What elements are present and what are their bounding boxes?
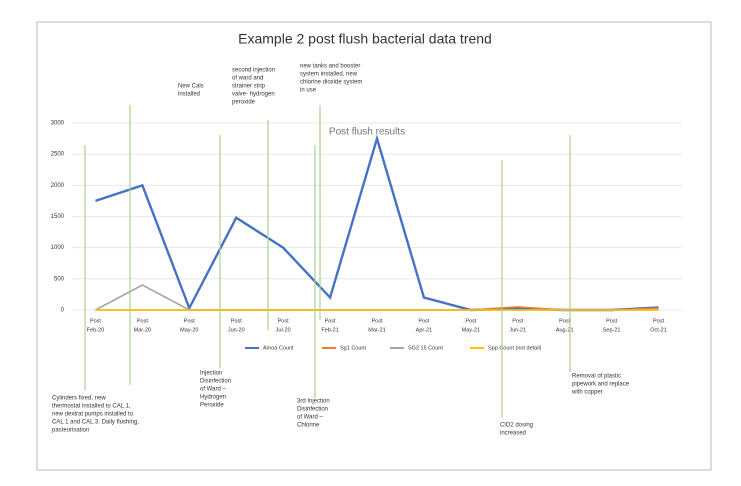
legend-label: Amoa Count: [263, 345, 294, 351]
annotation-text: valve- hydrogen: [232, 92, 275, 98]
y-tick-label: 3000: [51, 121, 65, 127]
legend-label: SG2 15 Count: [408, 345, 443, 351]
annotation-text: pasteurisation: [52, 428, 89, 434]
annotation-text: of Ward –: [200, 387, 226, 393]
annotation-text: Injection: [200, 371, 222, 377]
annotation-text: of ward and: [232, 76, 263, 82]
x-tick-label: Post: [278, 318, 289, 324]
legend-label: Spp Count (not detail): [488, 345, 542, 351]
x-tick-label: Post: [231, 318, 242, 324]
x-tick-label: Post: [465, 318, 476, 324]
x-tick-label: Post: [371, 318, 382, 324]
annotation-text: new tanks and booster: [300, 64, 360, 70]
x-tick-label: Feb-20: [87, 327, 104, 333]
x-tick-label: Post: [418, 318, 429, 324]
chart-title: Example 2 post flush bacterial data tren…: [238, 31, 492, 47]
y-tick-label: 2500: [51, 152, 65, 158]
y-tick-label: 500: [54, 276, 65, 282]
x-tick-label: Sep-21: [603, 327, 621, 333]
x-tick-label: Mar-21: [368, 327, 385, 333]
chart-subtitle: Post flush results: [329, 127, 405, 138]
legend-label: Sg1 Count: [340, 345, 366, 351]
annotation-text: Removal of plastic: [572, 374, 621, 380]
annotation-text: second injection: [232, 68, 275, 74]
x-tick-label: Post: [137, 318, 148, 324]
annotation-text: peroxide: [232, 100, 256, 106]
x-tick-label: Jun-21: [509, 327, 526, 333]
x-tick-label: Post: [90, 318, 101, 324]
annotation-text: 3rd Injection: [297, 399, 330, 405]
annotation-text: of Ward –: [297, 415, 323, 421]
annotation-text: strainer strip: [232, 84, 266, 90]
x-tick-label: Oct-21: [650, 327, 667, 333]
x-tick-label: Post: [325, 318, 336, 324]
x-tick-label: Apr-21: [416, 327, 433, 333]
annotation-text: chlorine dioxide system: [300, 80, 362, 86]
x-tick-label: Post: [559, 318, 570, 324]
x-tick-label: Post: [606, 318, 617, 324]
annotation-text: Disinfection: [297, 407, 328, 413]
x-tick-label: Post: [653, 318, 664, 324]
y-tick-label: 2000: [51, 183, 65, 189]
annotation-text: increased: [500, 431, 526, 437]
x-tick-label: Feb-21: [321, 327, 338, 333]
annotation-text: Chlorine: [297, 423, 320, 429]
y-tick-label: 1500: [51, 214, 65, 220]
x-tick-label: Post: [184, 318, 195, 324]
x-tick-label: Jun-20: [228, 327, 245, 333]
x-tick-label: Post: [512, 318, 523, 324]
annotation-text: Peroxide: [200, 403, 224, 409]
x-tick-label: May-21: [462, 327, 480, 333]
annotation-text: Disinfection: [200, 379, 231, 385]
annotation-text: system installed, new: [300, 72, 358, 78]
y-tick-label: 1000: [51, 245, 65, 251]
annotation-text: ClO2 dosing: [500, 423, 533, 429]
annotation-text: CAL 1 and CAL 3. Daily flushing,: [52, 420, 139, 426]
annotation-text: Cylinders fixed, new: [52, 396, 106, 402]
annotation-text: installed: [178, 92, 200, 98]
annotation-text: pipework and replace: [572, 382, 630, 388]
annotation-text: thermostat installed to CAL 1,: [52, 404, 131, 410]
x-tick-label: Aug-21: [556, 327, 574, 333]
annotation-text: in use: [300, 88, 317, 94]
frame: [36, 21, 712, 471]
x-tick-label: Mar-20: [134, 327, 151, 333]
annotation-text: with copper: [571, 390, 603, 396]
annotation-text: new dextrat pumps installed to: [52, 412, 134, 418]
annotation-text: New Cals: [178, 84, 204, 90]
x-tick-label: Jul-20: [276, 327, 291, 333]
annotation-text: Hydrogen: [200, 395, 226, 401]
x-tick-label: May-20: [180, 327, 198, 333]
y-tick-label: 0: [61, 308, 65, 314]
